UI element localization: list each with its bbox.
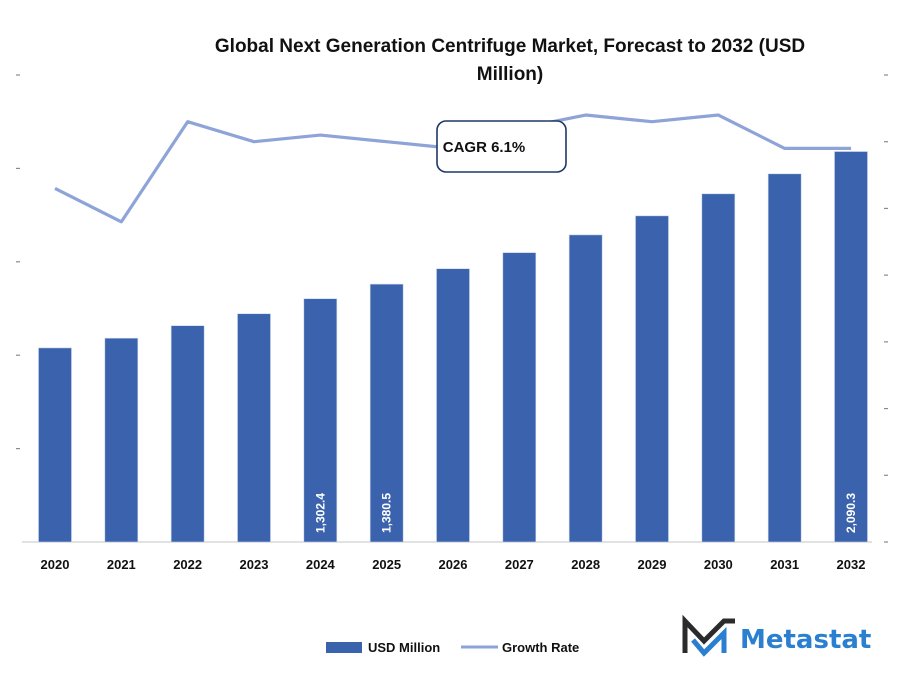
cagr-box (436, 120, 567, 173)
left-axis (16, 74, 20, 450)
x-tick-label: 2032 (837, 557, 866, 572)
bar-2023 (237, 313, 271, 543)
cagr-label: CAGR 6.1% (443, 139, 526, 156)
data-label-2032: 2,090.3 (844, 493, 858, 533)
metastat-m-icon (682, 614, 735, 657)
x-tick-label: 2025 (372, 557, 401, 572)
x-tick-label: 2020 (41, 557, 70, 572)
data-label-2025: 1,380.5 (380, 493, 394, 533)
right-axis (884, 74, 888, 543)
data-labels: 1,302.4 1,380.5 2,090.3 (313, 493, 858, 533)
x-tick-label: 2030 (704, 557, 733, 572)
bar-2030 (701, 193, 736, 543)
chart-title: Global Next Generation Centrifuge Market… (215, 36, 805, 85)
x-tick-label: 2022 (173, 557, 202, 572)
bar-2027 (502, 252, 537, 543)
data-label-2024: 1,302.4 (313, 493, 327, 533)
chart-title-line-1: Global Next Generation Centrifuge Market… (215, 36, 805, 57)
legend-swatch-usd-million (326, 642, 362, 653)
x-tick-label: 2031 (770, 557, 799, 572)
metastat-logo: Metastat (682, 614, 871, 657)
bar-2028 (568, 234, 603, 543)
legend-label-usd-million: USD Million (368, 640, 440, 655)
x-tick-label: 2024 (306, 557, 336, 572)
bar-2025 (369, 283, 404, 543)
legend-label-growth-rate: Growth Rate (502, 640, 579, 655)
x-tick-label: 2028 (571, 557, 600, 572)
x-tick-label: 2023 (240, 557, 269, 572)
cagr-annotation: CAGR 6.1% (436, 120, 567, 173)
bar-2026 (436, 268, 470, 543)
metastat-wordmark: Metastat (740, 625, 871, 655)
legend: USD Million Growth Rate (326, 640, 579, 655)
bar-2020 (38, 347, 72, 543)
bar-2029 (635, 215, 669, 543)
x-tick-label: 2027 (505, 557, 534, 572)
bar-2032 (834, 151, 868, 543)
chart-title-line-2: Million) (477, 64, 543, 85)
bar-2024 (303, 298, 338, 543)
bar-2021 (104, 337, 139, 543)
bar-2022 (170, 325, 205, 543)
bar-series (38, 151, 868, 543)
x-axis-ticks: 2020 2021 2022 2023 2024 2025 2026 2027 2028 2029… (41, 557, 866, 572)
x-tick-label: 2021 (107, 557, 136, 572)
x-tick-label: 2026 (439, 557, 468, 572)
bar-2031 (767, 173, 802, 543)
x-tick-label: 2029 (638, 557, 667, 572)
